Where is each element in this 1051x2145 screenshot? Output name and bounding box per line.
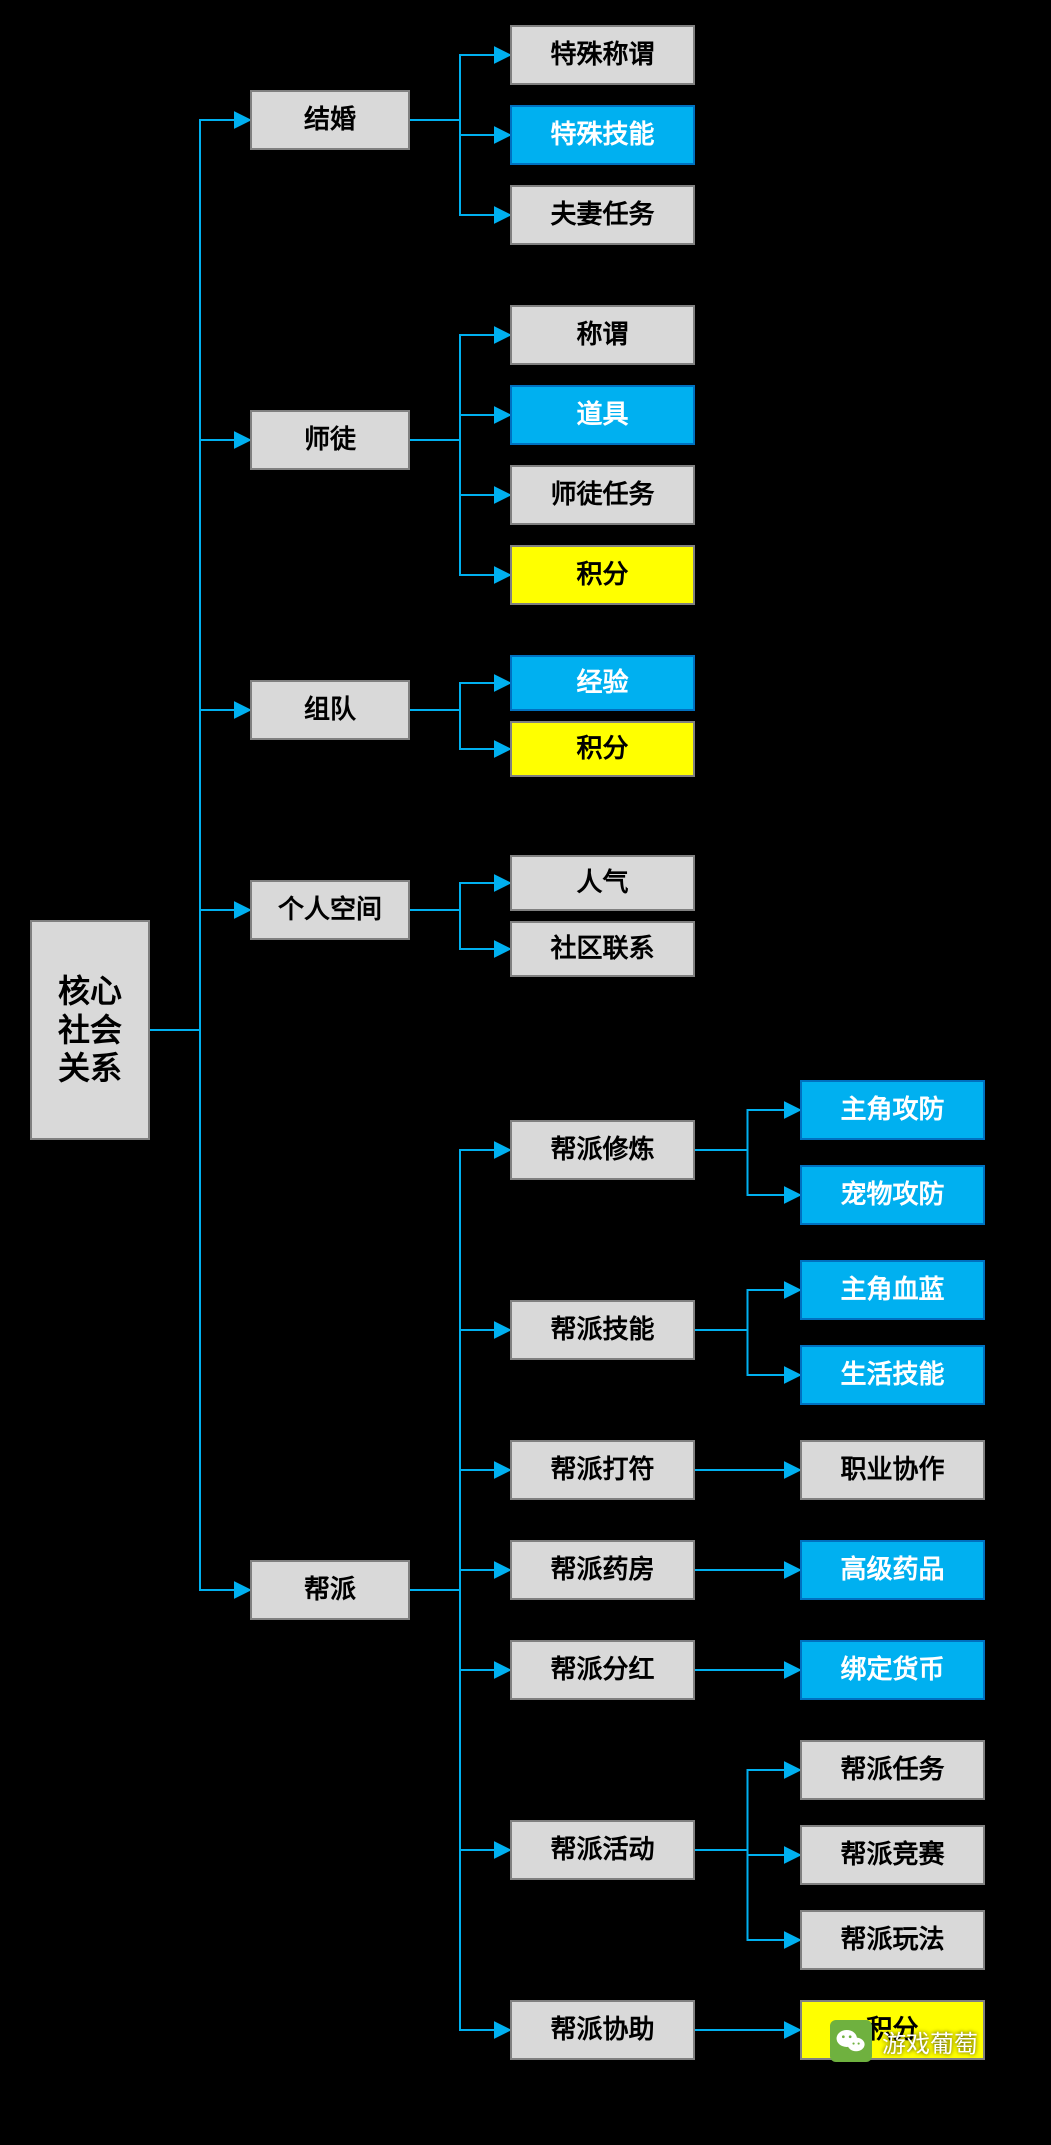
node-label: 帮派协助 [550, 2014, 654, 2045]
node-jh2: 特殊技能 [510, 105, 695, 165]
node-label: 帮派修炼 [550, 1134, 654, 1165]
edge [410, 910, 510, 949]
node-fh1: 绑定货币 [800, 1640, 985, 1700]
node-jh1: 特殊称谓 [510, 25, 695, 85]
node-label: 帮派打符 [550, 1454, 654, 1485]
node-label: 特殊称谓 [550, 39, 654, 70]
node-label: 师徒 [304, 424, 356, 455]
node-jn2: 生活技能 [800, 1345, 985, 1405]
node-st2: 道具 [510, 385, 695, 445]
node-bp1: 帮派修炼 [510, 1120, 695, 1180]
node-xl1: 主角攻防 [800, 1080, 985, 1140]
node-label: 人气 [576, 867, 628, 898]
node-label: 生活技能 [840, 1359, 944, 1390]
node-st4: 积分 [510, 545, 695, 605]
edge [410, 710, 510, 749]
node-label: 师徒任务 [550, 479, 654, 510]
node-label: 社区联系 [550, 933, 654, 964]
diagram-canvas: 核心社会关系 结婚师徒组队个人空间帮派 特殊称谓特殊技能夫妻任务称谓道具师徒任务积分… [0, 0, 1051, 2145]
node-label: 积分 [576, 733, 628, 764]
node-label: 帮派 [304, 1574, 356, 1605]
edge [410, 883, 510, 910]
node-shitu: 师徒 [250, 410, 410, 470]
node-hd3: 帮派玩法 [800, 1910, 985, 1970]
node-df1: 职业协作 [800, 1440, 985, 1500]
node-hd2: 帮派竞赛 [800, 1825, 985, 1885]
node-jiehun: 结婚 [250, 90, 410, 150]
node-yf1: 高级药品 [800, 1540, 985, 1600]
node-hd1: 帮派任务 [800, 1740, 985, 1800]
node-label: 组队 [304, 694, 356, 725]
node-label: 帮派竞赛 [840, 1839, 944, 1870]
watermark-text: 游戏葡萄 [882, 2024, 978, 2059]
node-label: 积分 [576, 559, 628, 590]
node-label: 夫妻任务 [550, 199, 654, 230]
node-label: 特殊技能 [550, 119, 654, 150]
node-label: 核心社会关系 [58, 972, 122, 1087]
edge [150, 910, 250, 1030]
node-label: 结婚 [304, 104, 356, 135]
edge [410, 55, 510, 120]
edge [695, 1770, 800, 1850]
edge [410, 415, 510, 440]
node-label: 帮派活动 [550, 1834, 654, 1865]
node-jn1: 主角血蓝 [800, 1260, 985, 1320]
wechat-icon [830, 2020, 872, 2062]
node-label: 帮派玩法 [840, 1924, 944, 1955]
node-zudui: 组队 [250, 680, 410, 740]
node-st3: 师徒任务 [510, 465, 695, 525]
edge [150, 1030, 250, 1590]
node-bp4: 帮派药房 [510, 1540, 695, 1600]
node-sp1: 人气 [510, 855, 695, 911]
edge [695, 1290, 800, 1330]
node-label: 主角攻防 [840, 1094, 944, 1125]
node-label: 帮派技能 [550, 1314, 654, 1345]
node-st1: 称谓 [510, 305, 695, 365]
node-bp7: 帮派协助 [510, 2000, 695, 2060]
node-zd1: 经验 [510, 655, 695, 711]
node-bp6: 帮派活动 [510, 1820, 695, 1880]
edge [695, 1150, 800, 1195]
edge [410, 1570, 510, 1590]
node-bangpai: 帮派 [250, 1560, 410, 1620]
node-sp2: 社区联系 [510, 921, 695, 977]
node-bp2: 帮派技能 [510, 1300, 695, 1360]
node-label: 职业协作 [840, 1454, 944, 1485]
node-label: 高级药品 [840, 1554, 944, 1585]
node-label: 宠物攻防 [840, 1179, 944, 1210]
node-label: 帮派药房 [550, 1554, 654, 1585]
node-label: 帮派任务 [840, 1754, 944, 1785]
node-label: 经验 [576, 667, 628, 698]
edge [695, 1110, 800, 1150]
node-label: 帮派分红 [550, 1654, 654, 1685]
node-xl2: 宠物攻防 [800, 1165, 985, 1225]
node-label: 主角血蓝 [840, 1274, 944, 1305]
edge [410, 683, 510, 710]
node-label: 道具 [576, 399, 628, 430]
node-label: 绑定货币 [840, 1654, 944, 1685]
node-jh3: 夫妻任务 [510, 185, 695, 245]
node-zd2: 积分 [510, 721, 695, 777]
node-bp3: 帮派打符 [510, 1440, 695, 1500]
node-root: 核心社会关系 [30, 920, 150, 1140]
node-label: 个人空间 [278, 894, 382, 925]
node-space: 个人空间 [250, 880, 410, 940]
edge [410, 1590, 510, 2030]
edge [410, 440, 510, 575]
node-label: 称谓 [576, 319, 628, 350]
watermark: 游戏葡萄 [830, 2020, 978, 2062]
edge [695, 1330, 800, 1375]
edge [695, 1850, 800, 1940]
node-bp5: 帮派分红 [510, 1640, 695, 1700]
